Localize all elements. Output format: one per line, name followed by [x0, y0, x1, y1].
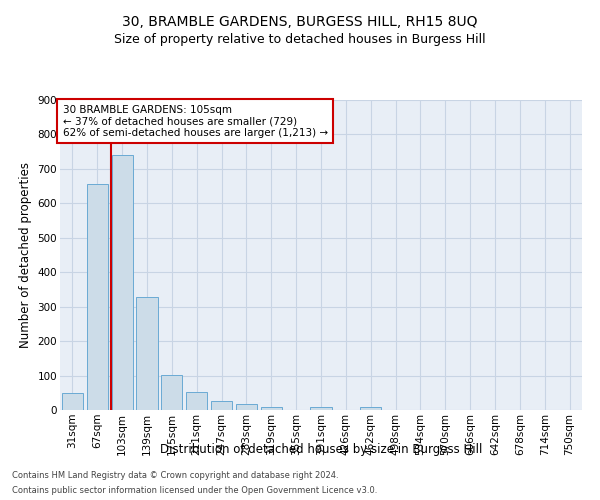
Bar	[236, 404, 257, 410]
Bar	[261, 406, 282, 410]
Bar	[136, 297, 158, 410]
Bar	[112, 155, 133, 410]
Bar	[87, 184, 108, 410]
Text: Contains HM Land Registry data © Crown copyright and database right 2024.: Contains HM Land Registry data © Crown c…	[12, 471, 338, 480]
Bar	[62, 393, 83, 410]
Bar	[161, 375, 182, 410]
Text: 30, BRAMBLE GARDENS, BURGESS HILL, RH15 8UQ: 30, BRAMBLE GARDENS, BURGESS HILL, RH15 …	[122, 15, 478, 29]
Bar	[186, 392, 207, 410]
Y-axis label: Number of detached properties: Number of detached properties	[19, 162, 32, 348]
Text: Size of property relative to detached houses in Burgess Hill: Size of property relative to detached ho…	[114, 32, 486, 46]
Bar	[310, 406, 332, 410]
Text: 30 BRAMBLE GARDENS: 105sqm
← 37% of detached houses are smaller (729)
62% of sem: 30 BRAMBLE GARDENS: 105sqm ← 37% of deta…	[62, 104, 328, 138]
Bar	[211, 402, 232, 410]
Text: Distribution of detached houses by size in Burgess Hill: Distribution of detached houses by size …	[160, 442, 482, 456]
Bar	[360, 406, 381, 410]
Text: Contains public sector information licensed under the Open Government Licence v3: Contains public sector information licen…	[12, 486, 377, 495]
